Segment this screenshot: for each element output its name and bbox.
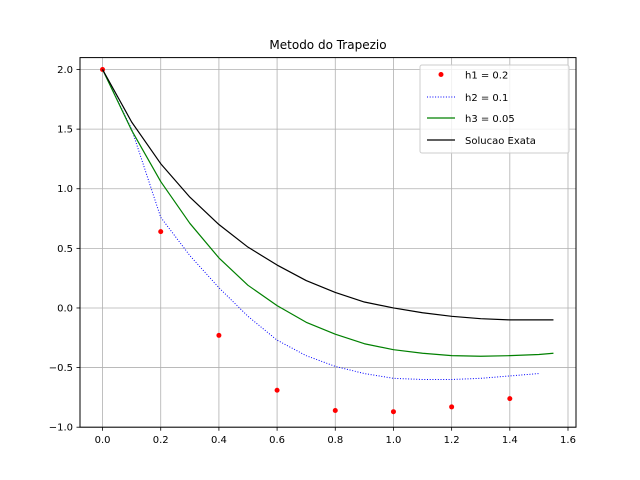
x-tick-label: 0.6 (269, 435, 285, 446)
legend-box (419, 64, 570, 154)
plot-frame (79, 57, 577, 428)
series-line-3 (102, 69, 554, 321)
legend-label-h2: h2 = 0.1 (465, 93, 508, 104)
legend-marker-h1 (438, 72, 444, 77)
y-tick-label: 0.5 (57, 244, 73, 255)
y-tick-label: −1.0 (49, 423, 73, 434)
ticks: 0.0 0.2 0.4 0.6 0.8 1.0 1.2 1.4 1.6 −1.0 −0.5 0.0 0.… (49, 65, 576, 446)
y-tick-label: 1.0 (57, 184, 73, 195)
series-point-h1 (390, 409, 396, 415)
series-point-h1 (507, 396, 513, 402)
x-tick-label: 1.0 (386, 435, 402, 446)
x-tick-label: 1.2 (444, 435, 460, 446)
x-tick-label: 0.2 (153, 435, 169, 446)
y-tick-label: 1.5 (57, 125, 73, 136)
series-point-h1 (158, 229, 164, 235)
legend: h1 = 0.2 h2 = 0.1 h3 = 0.05 Solucao Exat… (419, 64, 570, 154)
x-tick-label: 0.0 (95, 435, 111, 446)
series-point-h1 (449, 404, 455, 410)
legend-label-h3: h3 = 0.05 (465, 114, 515, 125)
x-tick-label: 1.6 (560, 435, 576, 446)
x-tick-label: 0.4 (211, 435, 227, 446)
y-tick-label: 2.0 (57, 65, 73, 76)
series-point-h1 (216, 332, 222, 338)
series-point-h1 (274, 387, 280, 393)
chart-title: Metodo do Trapezio (269, 38, 386, 52)
x-tick-label: 0.8 (327, 435, 343, 446)
series-point-h1 (332, 408, 338, 414)
series-line-2 (102, 69, 554, 357)
legend-label-exact: Solucao Exata (465, 136, 536, 147)
x-tick-label: 1.4 (502, 435, 518, 446)
series-layer (100, 67, 554, 415)
y-tick-label: 0.0 (57, 303, 73, 314)
legend-label-h1: h1 = 0.2 (465, 71, 508, 82)
y-tick-label: −0.5 (49, 363, 73, 374)
